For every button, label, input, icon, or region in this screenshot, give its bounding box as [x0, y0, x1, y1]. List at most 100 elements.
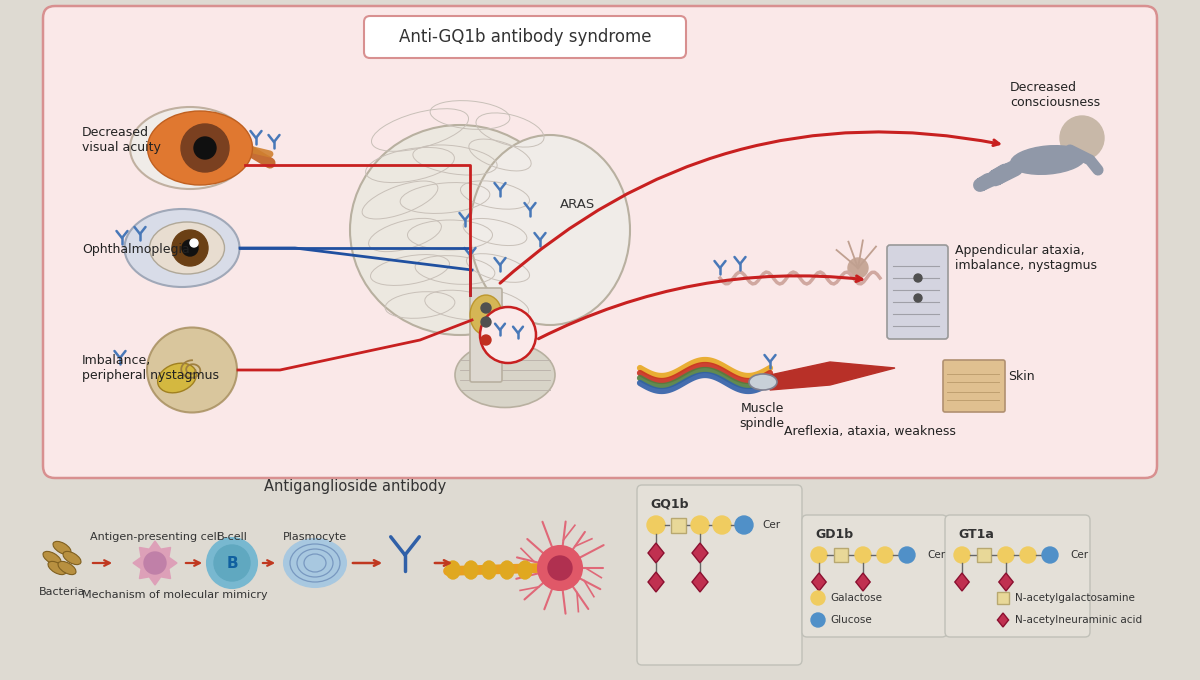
Text: Ophthalmoplegia: Ophthalmoplegia: [82, 243, 190, 256]
FancyBboxPatch shape: [946, 515, 1090, 637]
FancyBboxPatch shape: [637, 485, 802, 665]
Text: Cer: Cer: [928, 550, 946, 560]
Polygon shape: [133, 541, 178, 585]
Ellipse shape: [58, 562, 76, 575]
FancyBboxPatch shape: [943, 360, 1006, 412]
Text: Areflexia, ataxia, weakness: Areflexia, ataxia, weakness: [784, 426, 956, 439]
Polygon shape: [770, 362, 895, 390]
Text: Appendicular ataxia,
imbalance, nystagmus: Appendicular ataxia, imbalance, nystagmu…: [955, 244, 1097, 272]
Circle shape: [691, 516, 709, 534]
Circle shape: [734, 516, 754, 534]
Ellipse shape: [48, 562, 66, 575]
Text: Anti-GQ1b antibody syndrome: Anti-GQ1b antibody syndrome: [398, 28, 652, 46]
Polygon shape: [997, 613, 1008, 627]
Circle shape: [481, 335, 491, 345]
Text: ARAS: ARAS: [560, 199, 595, 211]
Text: Skin: Skin: [1008, 369, 1034, 382]
Circle shape: [172, 230, 208, 266]
Text: N-acetylgalactosamine: N-acetylgalactosamine: [1015, 593, 1135, 603]
Polygon shape: [692, 543, 708, 563]
Circle shape: [954, 547, 970, 563]
Circle shape: [194, 137, 216, 159]
Text: Cer: Cer: [762, 520, 780, 530]
Ellipse shape: [62, 551, 82, 564]
FancyBboxPatch shape: [364, 16, 686, 58]
Polygon shape: [648, 543, 664, 563]
Circle shape: [1060, 116, 1104, 160]
Bar: [671, 517, 685, 532]
Text: Cer: Cer: [1070, 550, 1088, 560]
Ellipse shape: [446, 561, 460, 579]
Text: Muscle
spindle: Muscle spindle: [739, 402, 785, 430]
Polygon shape: [955, 573, 970, 591]
Ellipse shape: [455, 343, 554, 407]
Bar: [997, 592, 1009, 604]
Polygon shape: [692, 572, 708, 592]
Circle shape: [548, 556, 572, 580]
Circle shape: [877, 547, 893, 563]
Ellipse shape: [284, 539, 346, 587]
FancyBboxPatch shape: [887, 245, 948, 339]
Polygon shape: [648, 572, 664, 592]
FancyBboxPatch shape: [802, 515, 947, 637]
Ellipse shape: [464, 561, 478, 579]
Text: Antigen-presenting cell: Antigen-presenting cell: [90, 532, 220, 542]
Text: Decreased
visual acuity: Decreased visual acuity: [82, 126, 161, 154]
Circle shape: [481, 317, 491, 327]
Circle shape: [914, 294, 922, 302]
Text: Mechanism of molecular mimicry: Mechanism of molecular mimicry: [82, 590, 268, 600]
Circle shape: [811, 547, 827, 563]
Ellipse shape: [125, 209, 240, 287]
Ellipse shape: [500, 561, 514, 579]
Text: Antiganglioside antibody: Antiganglioside antibody: [264, 479, 446, 494]
Ellipse shape: [53, 541, 71, 555]
Bar: [834, 548, 848, 562]
Circle shape: [538, 546, 582, 590]
Circle shape: [1042, 547, 1058, 563]
Bar: [977, 548, 991, 562]
Circle shape: [480, 307, 536, 363]
Text: B: B: [226, 556, 238, 571]
Circle shape: [481, 303, 491, 313]
Circle shape: [190, 239, 198, 247]
Text: Decreased
consciousness: Decreased consciousness: [1010, 81, 1100, 109]
Ellipse shape: [350, 125, 570, 335]
Ellipse shape: [148, 111, 252, 185]
Circle shape: [647, 516, 665, 534]
Ellipse shape: [43, 551, 61, 564]
Text: Plasmocyte: Plasmocyte: [283, 532, 347, 542]
Text: Bacteria: Bacteria: [38, 587, 85, 597]
Ellipse shape: [749, 374, 778, 390]
FancyBboxPatch shape: [43, 6, 1157, 478]
Text: GT1a: GT1a: [958, 528, 994, 541]
Text: Imbalance,
peripheral nystagmus: Imbalance, peripheral nystagmus: [82, 354, 220, 382]
Circle shape: [899, 547, 916, 563]
Text: Galactose: Galactose: [830, 593, 882, 603]
Circle shape: [848, 258, 868, 278]
Text: GQ1b: GQ1b: [650, 498, 689, 511]
Circle shape: [1020, 547, 1036, 563]
Circle shape: [854, 547, 871, 563]
Circle shape: [914, 274, 922, 282]
Ellipse shape: [130, 107, 250, 189]
Ellipse shape: [1010, 146, 1085, 174]
Circle shape: [208, 538, 257, 588]
Text: GD1b: GD1b: [815, 528, 853, 541]
Circle shape: [144, 552, 166, 574]
Polygon shape: [811, 573, 827, 591]
Circle shape: [182, 240, 198, 256]
Ellipse shape: [482, 561, 496, 579]
Circle shape: [713, 516, 731, 534]
Text: Glucose: Glucose: [830, 615, 871, 625]
Ellipse shape: [470, 295, 502, 335]
Circle shape: [998, 547, 1014, 563]
Ellipse shape: [157, 363, 197, 393]
Text: N-acetylneuraminic acid: N-acetylneuraminic acid: [1015, 615, 1142, 625]
Polygon shape: [998, 573, 1013, 591]
Ellipse shape: [470, 135, 630, 325]
FancyBboxPatch shape: [470, 288, 502, 382]
Circle shape: [214, 545, 250, 581]
Circle shape: [811, 591, 826, 605]
Text: B-cell: B-cell: [216, 532, 247, 542]
Ellipse shape: [148, 328, 238, 413]
